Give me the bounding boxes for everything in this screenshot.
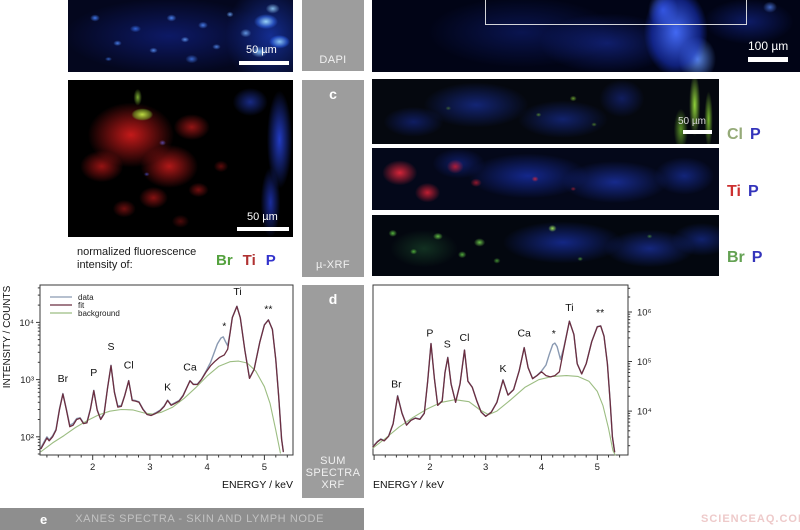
svg-text:10⁴: 10⁴ (19, 318, 34, 329)
element-label: P (751, 249, 763, 266)
caption-line: normalized fluorescence (77, 246, 197, 258)
scalebar (239, 61, 289, 65)
map-label-ti-p: Ti P (727, 183, 759, 201)
svg-text:K: K (499, 363, 506, 375)
svg-text:S: S (107, 341, 114, 353)
svg-text:ENERGY / keV: ENERGY / keV (222, 479, 293, 491)
row-label-dapi: DAPI (319, 54, 347, 66)
element-label: Cl (727, 126, 743, 143)
caption-normalized-fluorescence: normalized fluorescence intensity of: (77, 246, 196, 272)
row-label-mu-xrf: µ-XRF (315, 259, 350, 271)
svg-text:S: S (444, 339, 451, 351)
svg-text:2: 2 (90, 462, 95, 473)
svg-text:Cl: Cl (460, 332, 470, 344)
fluorescence-image-br-ti-p: 50 µm (68, 80, 293, 237)
watermark: SCIENCEAQ.COM (701, 513, 800, 525)
svg-text:3: 3 (483, 462, 488, 473)
section-bar-xanes: e XANES SPECTRA - SKIN AND LYMPH NODE (0, 508, 364, 530)
scalebar-label: 100 µm (748, 39, 789, 53)
svg-text:10⁵: 10⁵ (637, 357, 652, 368)
svg-text:Cl: Cl (124, 360, 134, 372)
element-label: P (747, 183, 759, 200)
svg-text:*: * (552, 328, 556, 340)
caption-element-list: Br Ti P (216, 252, 286, 269)
svg-text:5: 5 (595, 462, 600, 473)
svg-text:10³: 10³ (20, 375, 34, 386)
svg-text:2: 2 (427, 462, 432, 473)
svg-text:P: P (426, 328, 433, 340)
caption-line: intensity of: (77, 259, 133, 271)
xrf-map-ti-p (372, 148, 719, 210)
scalebar-label: 50 µm (247, 211, 278, 223)
scalebar-label: 50 µm (246, 44, 277, 56)
svg-text:3: 3 (147, 462, 152, 473)
panel-letter-d: d (328, 291, 338, 307)
section-title: XANES SPECTRA - SKIN AND LYMPH NODE (75, 513, 325, 525)
svg-text:Ti: Ti (565, 302, 573, 314)
map-label-cl-p: Cl P (727, 126, 761, 144)
svg-text:Br: Br (58, 373, 69, 385)
svg-text:**: ** (264, 303, 272, 315)
svg-text:background: background (78, 309, 120, 318)
xrf-map-br-p (372, 215, 719, 276)
svg-text:Ti: Ti (233, 286, 241, 298)
svg-text:**: ** (596, 307, 604, 319)
element-label: Br (727, 249, 745, 266)
row-label-box-mu-xrf: c µ-XRF (302, 80, 364, 277)
scalebar (683, 130, 712, 134)
scalebar (748, 57, 788, 62)
fluorescence-image-dapi-skin: 50 µm (68, 0, 293, 72)
svg-text:ENERGY / keV: ENERGY / keV (373, 479, 444, 491)
row-label-spectra: SPECTRA (305, 467, 361, 479)
map-label-br-p: Br P (727, 249, 762, 267)
element-label: Ti (242, 252, 256, 269)
panel-letter-c: c (329, 86, 337, 102)
xrf-sum-spectrum-chart-skin: 2 3 4 5 10² 10³ 10⁴ Br P S Cl K Ca * Ti ** ENERGY / keV I… (2, 284, 294, 491)
row-label-xrf: XRF (321, 479, 345, 491)
xrf-sum-spectrum-chart-lymph-node: 2 3 4 5 10⁴ 10⁵ 10⁶ Br PS Cl K Ca * Ti ** ENERGY / keV (372, 284, 652, 491)
svg-text:5: 5 (262, 462, 267, 473)
element-label: Br (216, 252, 233, 269)
svg-text:Ca: Ca (517, 328, 531, 340)
svg-text:INTENSITY / COUNTS: INTENSITY / COUNTS (2, 285, 13, 388)
svg-text:10²: 10² (20, 432, 34, 443)
scalebar-label: 50 µm (678, 116, 706, 127)
svg-text:data: data (78, 293, 94, 302)
element-label: P (265, 252, 276, 269)
svg-text:4: 4 (539, 462, 544, 473)
roi-rectangle (485, 0, 747, 25)
svg-text:Br: Br (391, 378, 402, 390)
xrf-map-cl-p: 50 µm (372, 79, 719, 144)
svg-text:10⁴: 10⁴ (637, 407, 652, 418)
svg-text:*: * (222, 321, 226, 333)
svg-text:Ca: Ca (183, 361, 197, 373)
element-label: Ti (727, 183, 741, 200)
row-label-box-dapi: DAPI (302, 0, 364, 71)
svg-text:P: P (90, 367, 97, 379)
svg-text:4: 4 (204, 462, 209, 473)
row-label-box-sum-spectra: d SUM SPECTRA XRF (302, 285, 364, 498)
svg-text:fit: fit (78, 301, 85, 310)
svg-text:K: K (164, 382, 171, 394)
scalebar (237, 227, 289, 231)
fluorescence-image-dapi-overview: 100 µm (372, 0, 800, 72)
row-label-sum: SUM (320, 455, 346, 467)
panel-letter-e: e (40, 511, 48, 527)
svg-text:10⁶: 10⁶ (637, 308, 652, 319)
element-label: P (750, 126, 761, 143)
